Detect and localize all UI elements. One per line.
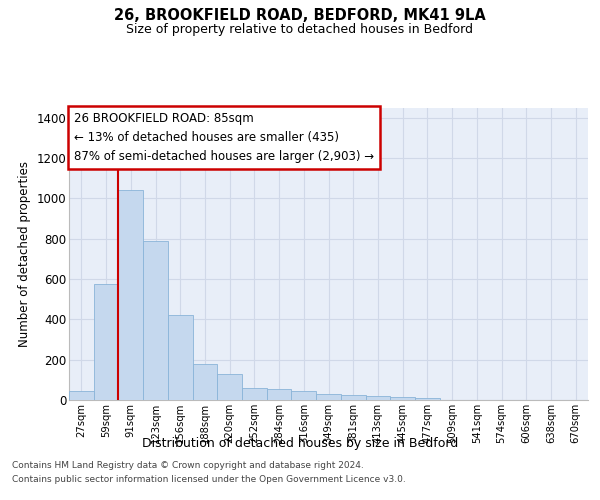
Bar	[193, 364, 217, 400]
Y-axis label: Number of detached properties: Number of detached properties	[18, 161, 31, 347]
Bar	[69, 391, 94, 400]
Bar	[168, 316, 193, 400]
Bar	[415, 398, 440, 400]
Text: Distribution of detached houses by size in Bedford: Distribution of detached houses by size …	[142, 438, 458, 450]
Text: 26 BROOKFIELD ROAD: 85sqm
← 13% of detached houses are smaller (435)
87% of semi: 26 BROOKFIELD ROAD: 85sqm ← 13% of detac…	[74, 112, 374, 163]
Bar	[390, 396, 415, 400]
Text: Size of property relative to detached houses in Bedford: Size of property relative to detached ho…	[127, 22, 473, 36]
Bar	[365, 396, 390, 400]
Bar	[292, 391, 316, 400]
Bar	[118, 190, 143, 400]
Bar	[242, 388, 267, 400]
Bar	[143, 240, 168, 400]
Bar	[341, 394, 365, 400]
Bar	[217, 374, 242, 400]
Text: 26, BROOKFIELD ROAD, BEDFORD, MK41 9LA: 26, BROOKFIELD ROAD, BEDFORD, MK41 9LA	[114, 8, 486, 22]
Text: Contains HM Land Registry data © Crown copyright and database right 2024.: Contains HM Land Registry data © Crown c…	[12, 460, 364, 469]
Bar	[316, 394, 341, 400]
Bar	[267, 389, 292, 400]
Text: Contains public sector information licensed under the Open Government Licence v3: Contains public sector information licen…	[12, 476, 406, 484]
Bar	[94, 284, 118, 400]
